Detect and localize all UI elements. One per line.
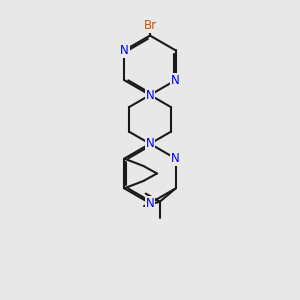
Text: N: N — [120, 44, 129, 57]
Text: N: N — [146, 197, 154, 210]
Text: N: N — [171, 74, 180, 87]
Text: N: N — [146, 137, 154, 150]
Text: N: N — [171, 152, 180, 165]
Text: N: N — [146, 88, 154, 101]
Text: Br: Br — [143, 19, 157, 32]
